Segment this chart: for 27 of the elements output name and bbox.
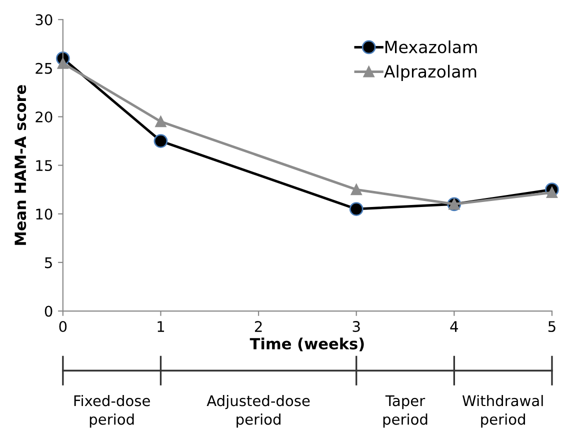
y-tick-label: 10 <box>36 208 52 220</box>
point <box>349 202 364 216</box>
x-tick-label: 2 <box>254 321 262 332</box>
text: Fixed-dose period <box>74 394 150 428</box>
legend-label: Alprazolam <box>384 64 476 81</box>
x-tick-label: 0 <box>59 321 67 332</box>
point <box>154 134 168 148</box>
point <box>546 186 558 198</box>
y-tick-label: 15 <box>36 160 52 172</box>
y-tick-label: 0 <box>44 306 52 317</box>
point <box>57 58 68 69</box>
x-tick-label: 3 <box>352 321 360 332</box>
y-axis-title: Mean HAM-A score <box>14 85 26 245</box>
y-tick-label: 5 <box>45 257 52 268</box>
legend-label: Mexazolam <box>385 40 477 54</box>
y-tick-label: 20 <box>36 111 52 122</box>
text: Withdrawal period <box>462 394 543 428</box>
y-tick-label: 25 <box>36 62 52 74</box>
x-axis-title: Time (weeks) <box>250 338 364 352</box>
text: Adjusted-dose period <box>206 394 310 428</box>
x-tick-label: 5 <box>548 321 556 332</box>
point <box>155 116 166 128</box>
x-tick-label: 1 <box>158 321 164 332</box>
x-tick-label: 4 <box>450 321 458 332</box>
text: Taper period <box>383 395 428 428</box>
point <box>350 184 362 196</box>
y-tick-label: 30 <box>36 14 52 26</box>
